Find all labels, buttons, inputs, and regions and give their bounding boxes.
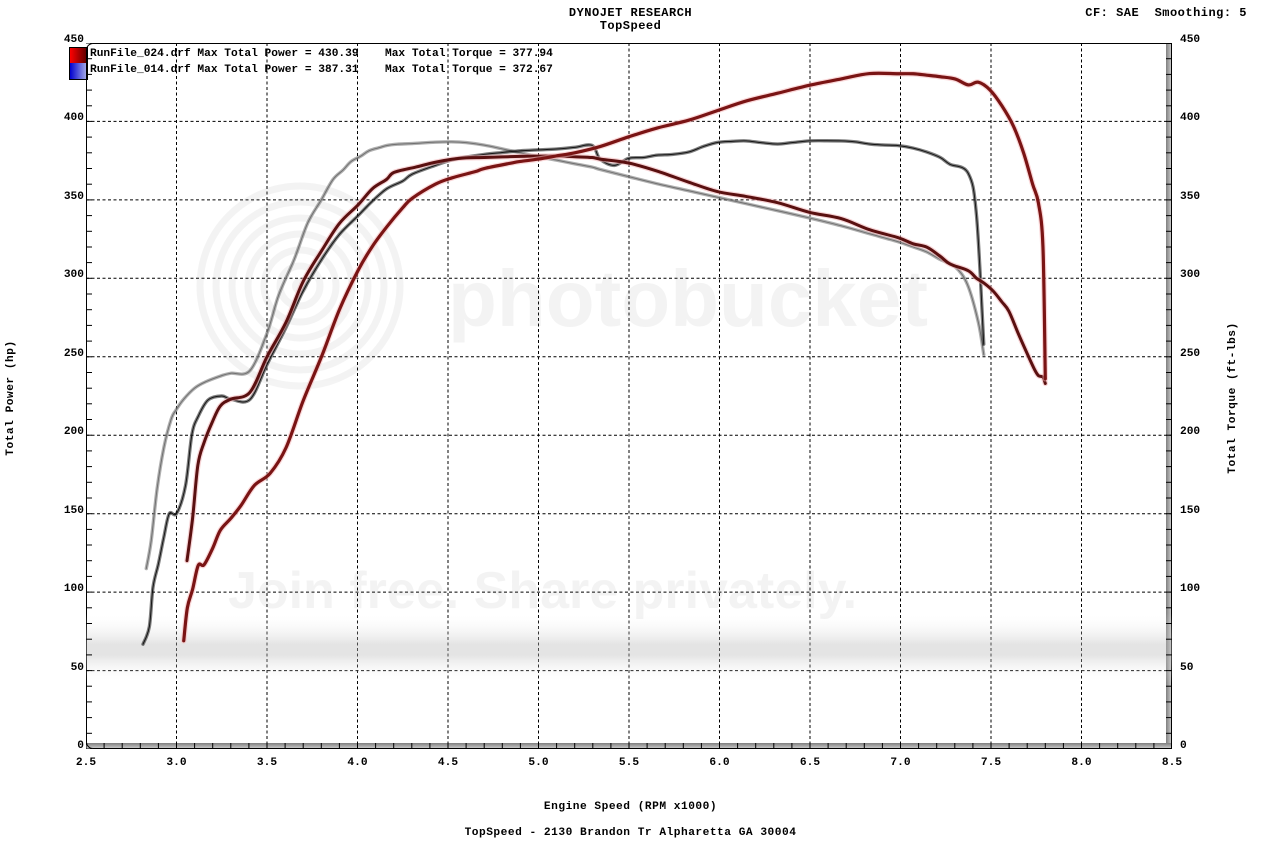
svg-text:Join free. Share privately.: Join free. Share privately. [228, 562, 857, 620]
svg-text:photobucket: photobucket [448, 254, 928, 343]
